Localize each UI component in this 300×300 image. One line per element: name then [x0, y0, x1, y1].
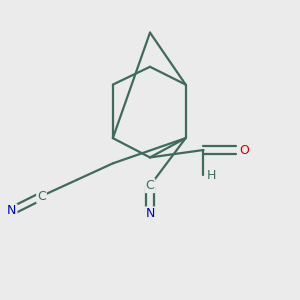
Text: C: C [146, 179, 154, 192]
Text: H: H [206, 169, 216, 182]
Text: O: O [239, 143, 249, 157]
Text: C: C [37, 190, 46, 202]
Text: N: N [145, 207, 155, 220]
Text: N: N [7, 204, 16, 218]
